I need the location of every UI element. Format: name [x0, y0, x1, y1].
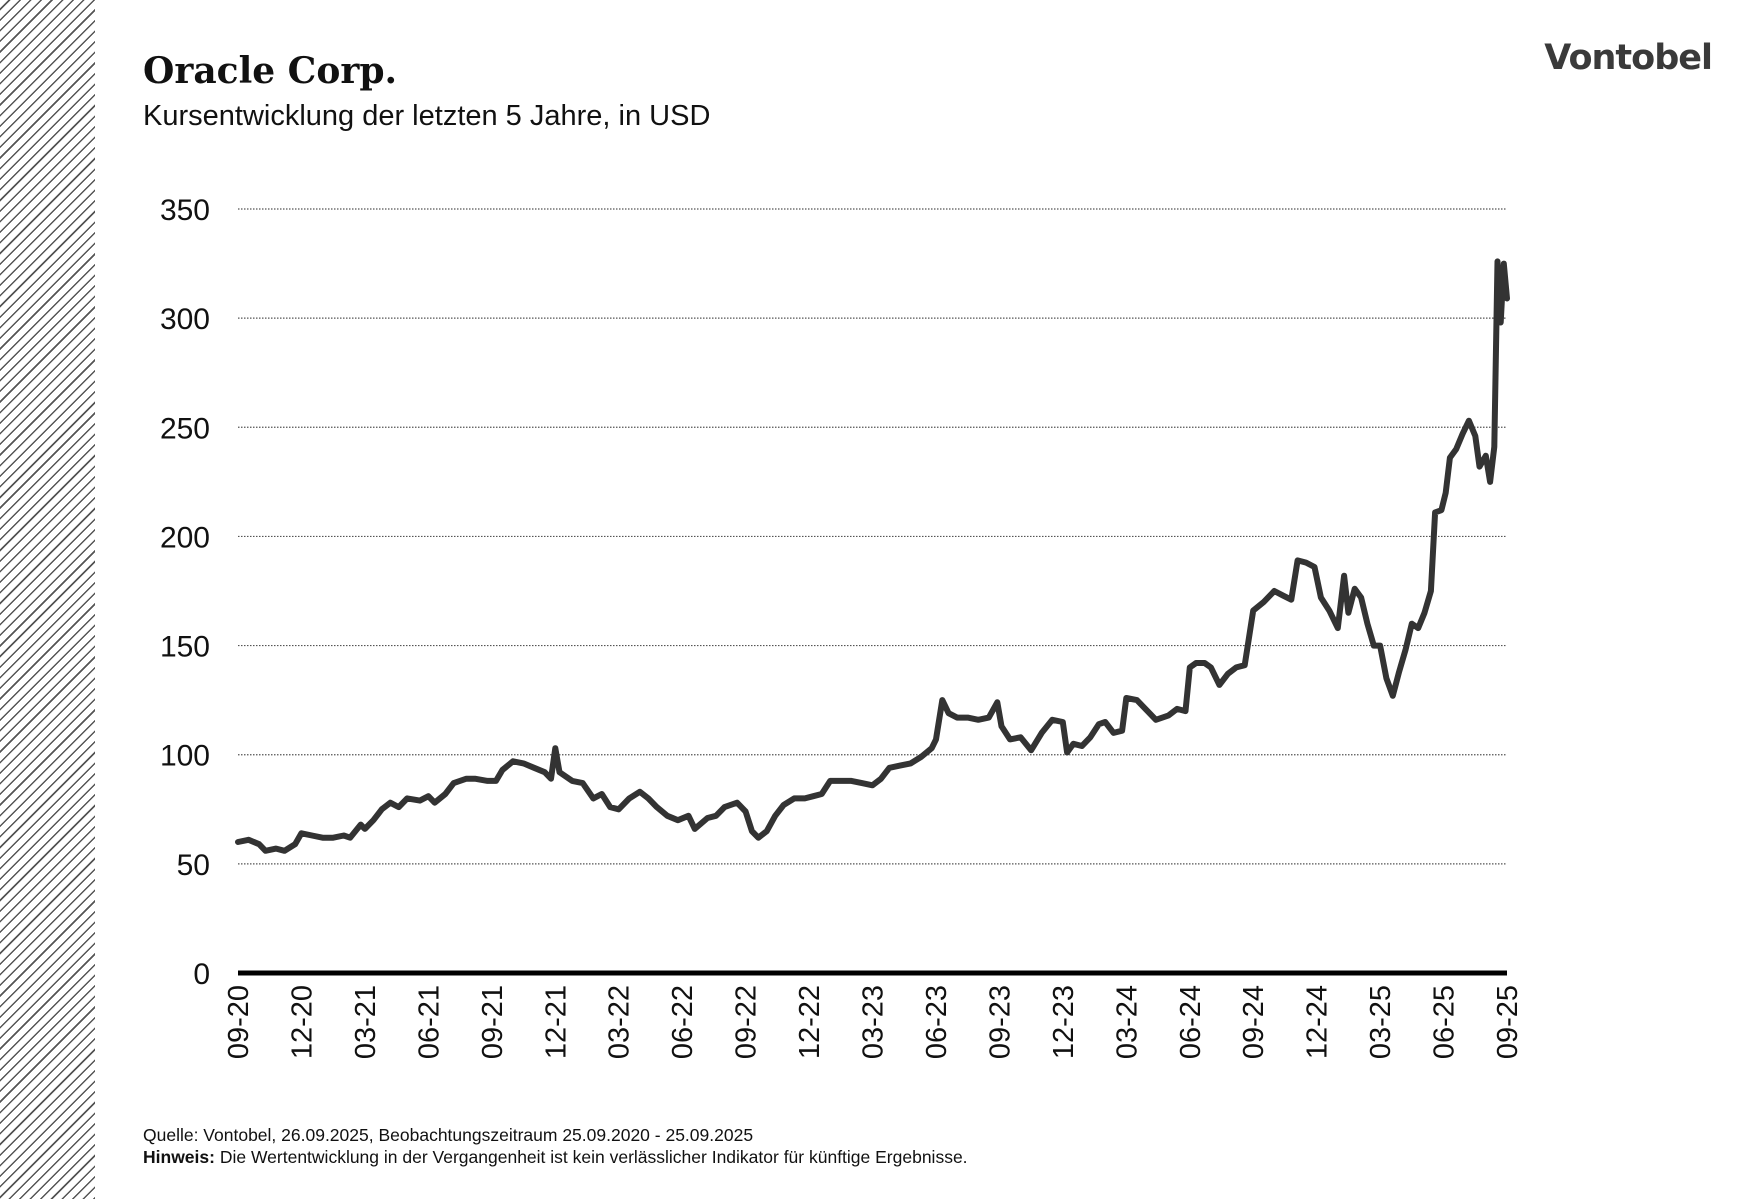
x-tick-label: 06-25 [1429, 985, 1461, 1059]
y-tick-label: 50 [177, 849, 210, 882]
y-tick-label: 100 [160, 740, 210, 773]
disclaimer: Hinweis: Die Wertentwicklung in der Verg… [143, 1146, 968, 1168]
x-tick-label: 06-23 [921, 985, 953, 1059]
x-tick-label: 06-22 [667, 985, 699, 1059]
x-tick-label: 09-22 [731, 985, 763, 1059]
x-tick-label: 12-22 [794, 985, 826, 1059]
x-tick-label: 12-24 [1302, 985, 1334, 1059]
footer: Quelle: Vontobel, 26.09.2025, Beobachtun… [143, 1124, 968, 1168]
y-tick-label: 350 [160, 194, 210, 227]
y-tick-label: 150 [160, 631, 210, 664]
vontobel-logo: Vontobel [1544, 38, 1713, 78]
x-tick-label: 09-23 [984, 985, 1016, 1059]
price-chart: 0 50 100 150 200 250 300 350 09-20 12-20 03-21 06-… [160, 194, 1524, 1059]
chart-title: Oracle Corp. [143, 50, 398, 92]
x-tick-label: 03-22 [604, 985, 636, 1059]
x-tick-label: 03-24 [1111, 985, 1143, 1059]
source-note: Quelle: Vontobel, 26.09.2025, Beobachtun… [143, 1125, 754, 1145]
x-tick-label: 12-20 [286, 985, 318, 1059]
y-tick-label: 300 [160, 303, 210, 336]
x-tick-label: 12-23 [1048, 985, 1080, 1059]
gridlines [238, 208, 1507, 865]
x-tick-label: 09-24 [1238, 985, 1270, 1059]
disclaimer-text: Die Wertentwicklung in der Vergangenheit… [219, 1147, 968, 1167]
x-tick-label: 03-23 [858, 985, 890, 1059]
x-tick-label: 06-21 [413, 985, 445, 1059]
x-tick-label: 06-24 [1175, 985, 1207, 1059]
y-tick-label: 250 [160, 412, 210, 445]
x-tick-label: 03-21 [350, 985, 382, 1059]
y-tick-label: 200 [160, 521, 210, 554]
x-tick-label: 12-21 [540, 985, 572, 1059]
x-tick-label: 03-25 [1365, 985, 1397, 1059]
series-line-oracle [235, 258, 1510, 854]
decorative-hatch-border [0, 0, 95, 1199]
x-tick-label: 09-21 [477, 985, 509, 1059]
x-tick-label: 09-25 [1492, 985, 1524, 1059]
chart-subtitle: Kursentwicklung der letzten 5 Jahre, in … [143, 100, 711, 132]
x-axis-ticks: 09-20 12-20 03-21 06-21 09-21 12-21 03-22 06-22… [223, 985, 1524, 1059]
y-tick-label: 0 [193, 958, 210, 991]
disclaimer-label: Hinweis: [143, 1147, 215, 1167]
x-tick-label: 09-20 [223, 985, 255, 1059]
y-axis-ticks: 0 50 100 150 200 250 300 350 [160, 194, 210, 991]
